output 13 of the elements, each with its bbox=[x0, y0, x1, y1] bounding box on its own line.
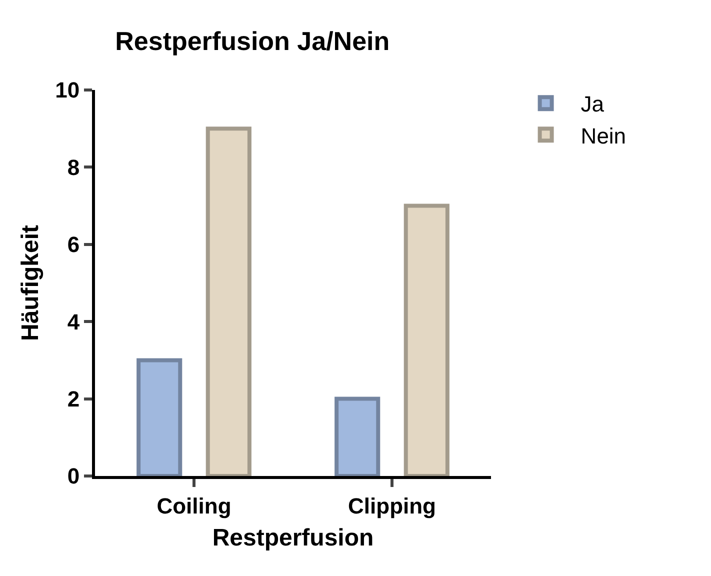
x-tick-label: Coiling bbox=[156, 493, 232, 518]
y-tick-label: 0 bbox=[67, 464, 80, 489]
y-tick-label: 2 bbox=[67, 386, 80, 412]
y-tick-label: 4 bbox=[67, 309, 80, 334]
x-axis-title: Restperfusion bbox=[212, 524, 374, 552]
legend-label: Ja bbox=[580, 92, 605, 117]
legend-label: Nein bbox=[580, 123, 626, 148]
y-tick-label: 8 bbox=[67, 154, 80, 180]
y-axis-title: Häufigkeit bbox=[17, 224, 44, 342]
x-tick-label: Clipping bbox=[348, 493, 436, 518]
chart-title: Restperfusion Ja/Nein bbox=[115, 26, 390, 56]
y-tick-label: 10 bbox=[55, 78, 80, 103]
y-tick-label: 6 bbox=[67, 232, 80, 258]
